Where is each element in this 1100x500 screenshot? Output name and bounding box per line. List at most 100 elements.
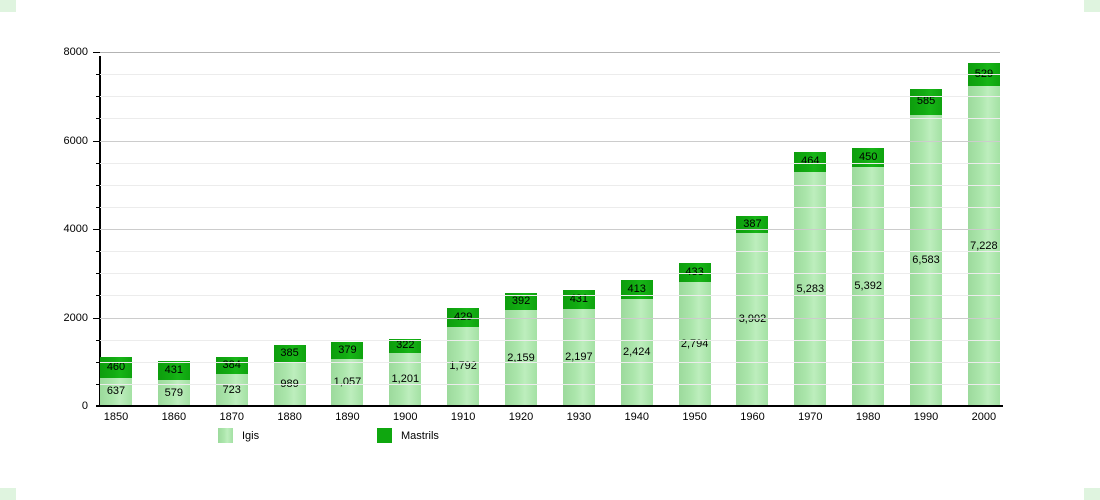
plot-area: 460 637 1850 431 579 1860 384 723 1870 385 989 1880… [93,52,1000,423]
mastrils-value-label: 385 [280,347,299,360]
x-tick-label: 1860 [161,411,187,423]
y-tick-label: 4000 [63,223,88,235]
bar-group-1920: 392 2,159 1920 [505,52,538,423]
mastrils-segment: 392 [505,293,538,311]
gridline-major [100,317,1000,319]
mastrils-segment: 429 [447,307,480,327]
igis-segment: 637 [100,377,132,406]
y-axis-line [99,56,101,406]
legend: Igis Mastrils [0,428,1100,450]
igis-value-label: 989 [280,377,299,390]
igis-segment: 2,794 [678,282,711,406]
igis-value-label: 2,197 [565,350,593,363]
mastrils-value-label: 433 [685,267,703,278]
legend-label-mastrils: Mastrils [401,429,439,442]
x-axis-line [96,405,1003,407]
corner-mark [1084,488,1100,500]
x-tick-label: 1880 [277,411,302,423]
igis-value-label: 637 [106,385,126,398]
x-tick-label: 1960 [740,411,765,423]
igis-segment: 3,902 [736,233,769,406]
mastrils-value-label: 585 [916,95,936,108]
x-tick-label: 1850 [103,411,129,423]
igis-segment: 1,792 [447,326,480,406]
bar-group-1850: 460 637 1850 [100,52,132,423]
igis-value-label: 5,392 [854,280,882,293]
y-axis-tick [96,74,100,76]
bar-group-1870: 384 723 1870 [215,52,248,423]
mastrils-value-label: 529 [974,67,994,80]
y-tick-label: 6000 [63,134,88,147]
gridline-major [100,140,1000,142]
legend-item-igis: Igis [218,428,259,443]
mastrils-value-label: 464 [801,155,820,168]
bar-group-1970: 464 5,283 1970 [794,52,827,423]
bar-group-1930: 431 2,197 1930 [562,52,595,423]
gridline-minor [100,184,1000,186]
mastrils-value-label: 322 [396,339,415,352]
y-tick-label: 8000 [63,46,88,58]
mastrils-segment: 460 [100,357,132,378]
bar-group-1890: 379 1,057 1890 [331,52,364,423]
x-tick-label: 1990 [913,411,939,423]
bar-group-1960: 387 3,902 1960 [736,52,769,423]
y-axis-tick [93,140,100,142]
y-axis-tick [96,206,100,208]
bar-group-2000: 529 7,228 2000 [967,52,1000,423]
corner-mark [0,488,16,500]
mastrils-value-label: 431 [569,292,589,305]
igis-value-label: 2,794 [680,337,709,350]
x-tick-label: 1950 [682,411,707,423]
igis-segment: 5,283 [794,172,827,406]
mastrils-segment: 379 [331,342,364,360]
x-tick-label: 1930 [566,411,592,423]
gridline-minor [100,339,1000,341]
mastrils-value-label: 413 [627,283,646,296]
gridline-minor [100,295,1000,297]
mastrils-segment: 585 [910,88,943,115]
igis-value-label: 1,201 [391,372,420,385]
gridline-minor [100,361,1000,363]
igis-value-label: 7,228 [970,239,998,252]
x-tick-label: 1980 [855,411,881,423]
igis-segment: 2,424 [620,298,653,406]
bar-group-1950: 433 2,794 1950 [678,52,711,423]
mastrils-value-label: 387 [743,218,762,231]
x-tick-label: 1970 [798,411,823,423]
x-tick-label: 1890 [335,411,360,423]
mastrils-value-label: 384 [222,359,241,372]
gridline-major [100,52,1000,53]
igis-value-label: 1,057 [333,376,362,389]
igis-value-label: 1,792 [449,359,477,372]
y-axis-tick [96,251,100,253]
mastrils-segment: 431 [157,361,190,381]
bar-group-1900: 322 1,201 1900 [389,52,422,423]
igis-value-label: 2,159 [507,351,535,364]
igis-value-label: 723 [222,383,241,396]
mastrils-value-label: 431 [164,364,184,377]
legend-label-igis: Igis [242,429,260,442]
gridline-minor [100,74,1000,76]
bar-group-1940: 413 2,424 1940 [620,52,653,423]
bars-row: 460 637 1850 431 579 1860 384 723 1870 385 989 1880… [100,52,1000,423]
igis-value-label: 5,283 [796,282,825,295]
igis-segment: 5,392 [852,167,885,406]
mastrils-segment: 387 [736,216,769,234]
gridline-major [100,229,1000,230]
y-tick-label: 2000 [63,311,88,324]
y-axis-tick [96,383,100,385]
igis-segment: 1,201 [389,352,422,406]
gridline-minor [100,273,1000,275]
igis-value-label: 6,583 [912,253,940,266]
igis-value-label: 3,902 [738,313,767,326]
gridline-minor [100,96,1000,98]
corner-mark [0,0,16,12]
gridline-minor [100,162,1000,164]
y-axis-tick [96,273,100,275]
y-tick-label: 0 [81,400,88,412]
y-axis-tick [96,339,100,341]
y-axis-tick [96,361,100,363]
mastrils-segment: 322 [389,338,422,353]
x-tick-label: 1940 [624,411,649,423]
